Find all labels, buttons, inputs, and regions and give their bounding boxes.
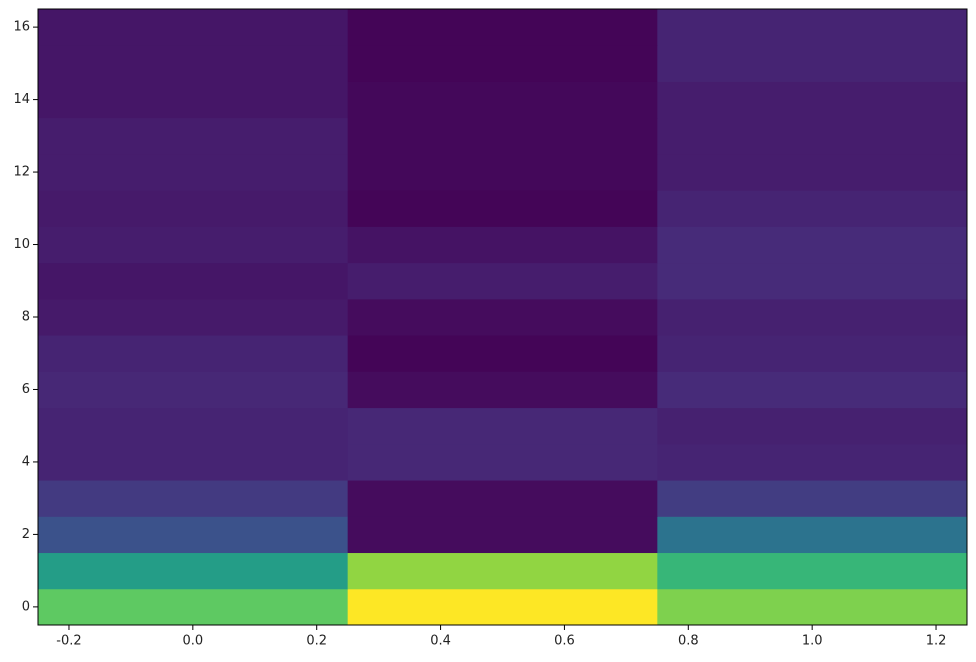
x-tick-label: 1.0 (802, 634, 823, 649)
heatmap-cell (38, 443, 349, 481)
x-tick-label: 0.4 (430, 634, 451, 649)
x-tick-label: 0.0 (182, 634, 203, 649)
y-tick-label: 12 (13, 165, 30, 180)
heatmap-cell (657, 190, 968, 227)
heatmap-cell (347, 262, 658, 300)
heatmap-cell (347, 335, 658, 372)
heatmap-cell (657, 298, 968, 336)
y-tick-label: 2 (22, 527, 30, 542)
heatmap-cell (657, 153, 968, 191)
heatmap-cell (657, 335, 968, 372)
heatmap-cell (38, 262, 349, 300)
heatmap-cell (347, 117, 658, 155)
y-tick-label: 10 (13, 237, 30, 252)
heatmap-cell (38, 190, 349, 227)
heatmap-cell (38, 9, 349, 46)
heatmap-cell (38, 552, 349, 590)
heatmap-cell (38, 407, 349, 445)
heatmap-cell (38, 480, 349, 517)
y-tick-label: 6 (22, 382, 30, 397)
heatmap-cell (347, 190, 658, 227)
x-tick-label: 0.6 (554, 634, 575, 649)
heatmap-cell (657, 226, 968, 264)
heatmap-cell (347, 298, 658, 336)
heatmap-cell (347, 226, 658, 264)
heatmap-cell (657, 117, 968, 155)
heatmap-cell (38, 588, 349, 626)
heatmap-cell (347, 516, 658, 554)
heatmap-cell (38, 298, 349, 336)
heatmap-cell (347, 81, 658, 119)
heatmap-cell (38, 45, 349, 82)
heatmap-cell (657, 552, 968, 590)
heatmap-cell (38, 371, 349, 409)
heatmap-cell (657, 516, 968, 554)
heatmap-cell (657, 407, 968, 445)
heatmap-cell (347, 407, 658, 445)
x-tick-label: 1.2 (926, 634, 947, 649)
heatmap-cell (657, 9, 968, 46)
heatmap-cell (38, 516, 349, 554)
y-tick-label: 0 (22, 599, 30, 614)
heatmap-cell (657, 262, 968, 300)
heatmap-cell (657, 371, 968, 409)
heatmap-cell (347, 371, 658, 409)
heatmap-cell (347, 480, 658, 517)
heatmap-cell (657, 81, 968, 119)
heatmap-cell (657, 45, 968, 82)
y-tick-label: 8 (22, 310, 30, 325)
heatmap-cell (347, 552, 658, 590)
heatmap-cell (38, 153, 349, 191)
y-tick-label: 4 (22, 454, 30, 469)
heatmap-cell (657, 588, 968, 626)
heatmap-cell (38, 335, 349, 372)
x-tick-label: 0.2 (306, 634, 327, 649)
heatmap-cell (347, 9, 658, 46)
heatmap-cell (347, 45, 658, 82)
heatmap-cell (657, 443, 968, 481)
heatmap-cell (347, 588, 658, 626)
heatmap-cell (657, 480, 968, 517)
x-tick-label: 0.8 (678, 634, 699, 649)
heatmap-cell (38, 226, 349, 264)
heatmap-cell (38, 81, 349, 119)
heatmap-cell (347, 153, 658, 191)
x-tick-label: -0.2 (56, 634, 81, 649)
y-tick-label: 14 (13, 92, 30, 107)
heatmap-cell (347, 443, 658, 481)
heatmap-cell (38, 117, 349, 155)
y-tick-label: 16 (13, 20, 30, 35)
